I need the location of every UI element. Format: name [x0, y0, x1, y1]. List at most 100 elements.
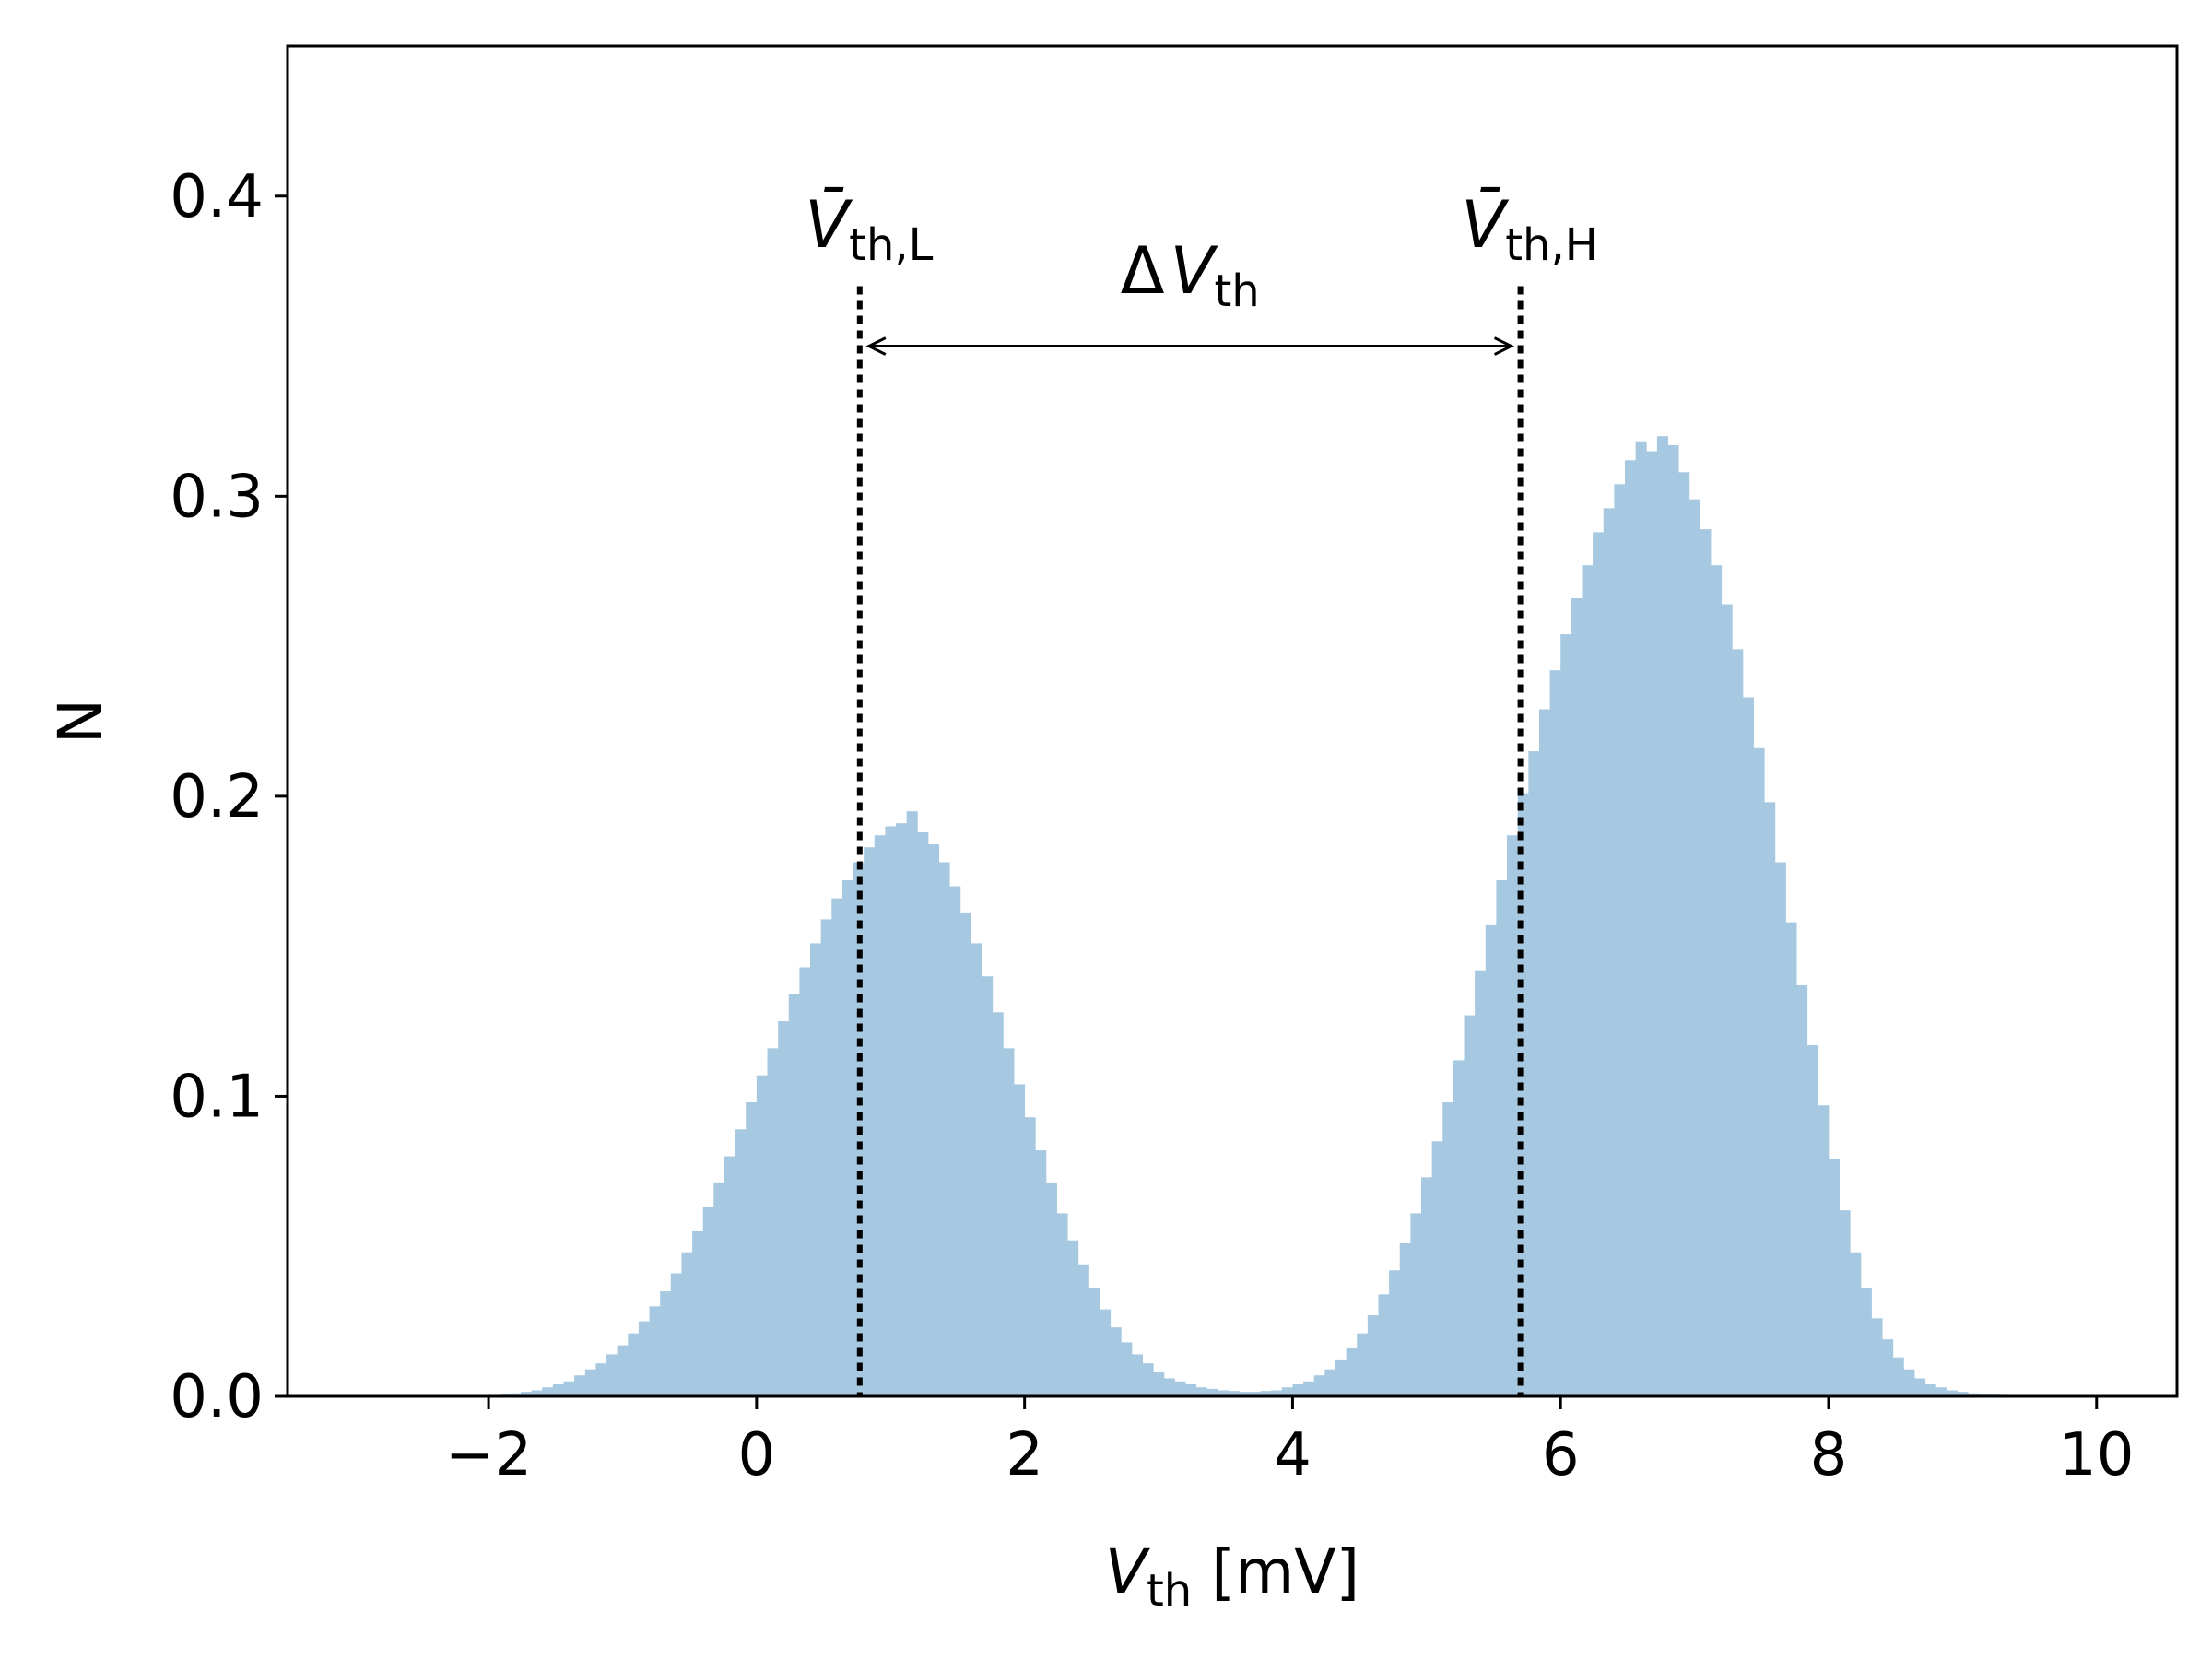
histogram-bar [1742, 697, 1754, 1396]
delta-vth-label: ΔVth [1121, 233, 1260, 317]
histogram-bar [767, 1048, 779, 1396]
histogram-bar [949, 886, 961, 1396]
histogram-bar [1239, 1392, 1251, 1396]
histogram-bar [1924, 1383, 1936, 1396]
histogram-bar [885, 826, 897, 1396]
histogram-bar [1946, 1390, 1958, 1396]
histogram-bar [1303, 1381, 1315, 1396]
histogram-bar [1464, 1015, 1476, 1396]
histogram-bar [520, 1392, 533, 1396]
histogram-bar [584, 1369, 596, 1396]
histogram-bar [1603, 508, 1615, 1396]
histogram-bar [1936, 1387, 1947, 1396]
histogram-bar [1475, 970, 1487, 1396]
histogram-bar [1796, 984, 1808, 1396]
histogram-bar [1292, 1383, 1304, 1396]
histogram-bar [1700, 529, 1712, 1396]
histogram-bar [1367, 1315, 1379, 1396]
histogram-bar [1485, 924, 1497, 1396]
x-axis-symbol: V [1105, 1536, 1150, 1607]
y-tick-label: 0.4 [170, 163, 264, 231]
histogram-bar [1249, 1392, 1261, 1396]
histogram-bar [735, 1129, 747, 1396]
histogram-bar [670, 1273, 682, 1396]
histogram-bar [1185, 1383, 1197, 1396]
histogram-bar [617, 1345, 629, 1396]
histogram-bar [563, 1381, 575, 1396]
histogram-bar [1431, 1141, 1443, 1396]
histogram-bar [1410, 1213, 1422, 1396]
histogram-bar [1035, 1150, 1047, 1396]
histogram-bar [1892, 1357, 1904, 1396]
vth-low-label: V̄th,L [805, 186, 933, 271]
histogram-bar [1764, 802, 1776, 1396]
histogram-bar [660, 1291, 672, 1396]
x-axis-subscript: th [1147, 1565, 1192, 1617]
histogram-bar [1357, 1333, 1369, 1396]
histogram-bar [606, 1354, 618, 1396]
histogram-bar [1313, 1375, 1325, 1396]
histogram-bar [1174, 1381, 1186, 1396]
histogram-bar [1507, 835, 1519, 1396]
x-axis-unit: [mV] [1192, 1536, 1359, 1607]
y-tick-label: 0.2 [170, 763, 264, 831]
histogram-bar [1077, 1264, 1089, 1396]
histogram-bar [638, 1321, 650, 1396]
histogram-bar [1281, 1387, 1293, 1396]
histogram-bar [595, 1363, 607, 1396]
histogram-bar [574, 1375, 586, 1396]
histogram-bar [510, 1393, 522, 1396]
histogram-bar [1753, 747, 1765, 1396]
histogram-bar [756, 1075, 768, 1396]
histogram-bar [982, 976, 994, 1396]
histogram-bar [1163, 1378, 1175, 1396]
histogram-bar [1732, 649, 1744, 1396]
histogram-bar [1453, 1060, 1465, 1396]
y-axis-ticks: 0.0 0.1 0.2 0.3 0.4 [170, 163, 288, 1431]
histogram-bar [681, 1252, 693, 1396]
histogram-bar [724, 1156, 735, 1396]
vth-high-symbol: V̄ [1461, 186, 1509, 263]
histogram-bar [1528, 751, 1540, 1396]
histogram-bar [1496, 880, 1508, 1396]
histogram-bar [874, 835, 886, 1396]
y-tick-label: 0.0 [170, 1363, 264, 1431]
histogram-bar [1324, 1369, 1336, 1396]
delta-arrow-head-left [865, 336, 887, 356]
histogram-bar [1389, 1270, 1401, 1396]
histogram-bar [1538, 709, 1550, 1396]
histogram-bar [1914, 1378, 1926, 1396]
histogram-bar [1110, 1327, 1122, 1396]
histogram-bar [1957, 1392, 1969, 1396]
histogram-bar [1688, 499, 1700, 1396]
histogram-bar [992, 1012, 1004, 1396]
histogram-bar [1593, 532, 1605, 1396]
plot-frame [286, 44, 2179, 1398]
histogram-bar [1828, 1159, 1841, 1396]
x-tick-label: 10 [2059, 1421, 2134, 1489]
y-tick-label: 0.3 [170, 463, 264, 531]
histogram-bar [1088, 1288, 1100, 1396]
histogram-bar [1614, 484, 1626, 1396]
vth-low-symbol: V̄ [805, 186, 853, 263]
histogram-bar [628, 1333, 640, 1396]
histogram-bar [1335, 1359, 1347, 1396]
histogram-bar [1024, 1117, 1036, 1396]
histogram-bar [788, 994, 800, 1396]
threshold-lines [856, 286, 1524, 1396]
histogram-bar [1549, 670, 1561, 1396]
vth-low-subscript: th,L [849, 219, 934, 271]
delta-symbol: V [1171, 233, 1218, 309]
histogram-bar [906, 811, 918, 1396]
histogram-bar [1806, 1045, 1818, 1396]
x-tick-label: 0 [738, 1421, 776, 1489]
histogram-bar [1711, 565, 1723, 1396]
histogram-bar [1871, 1318, 1883, 1396]
histogram-bar [1624, 460, 1637, 1396]
histogram-bar [864, 847, 876, 1396]
histogram-bar [1667, 444, 1679, 1396]
histogram-bar [1228, 1391, 1240, 1396]
histogram-bar [810, 943, 822, 1396]
histogram-bar [1635, 441, 1647, 1397]
